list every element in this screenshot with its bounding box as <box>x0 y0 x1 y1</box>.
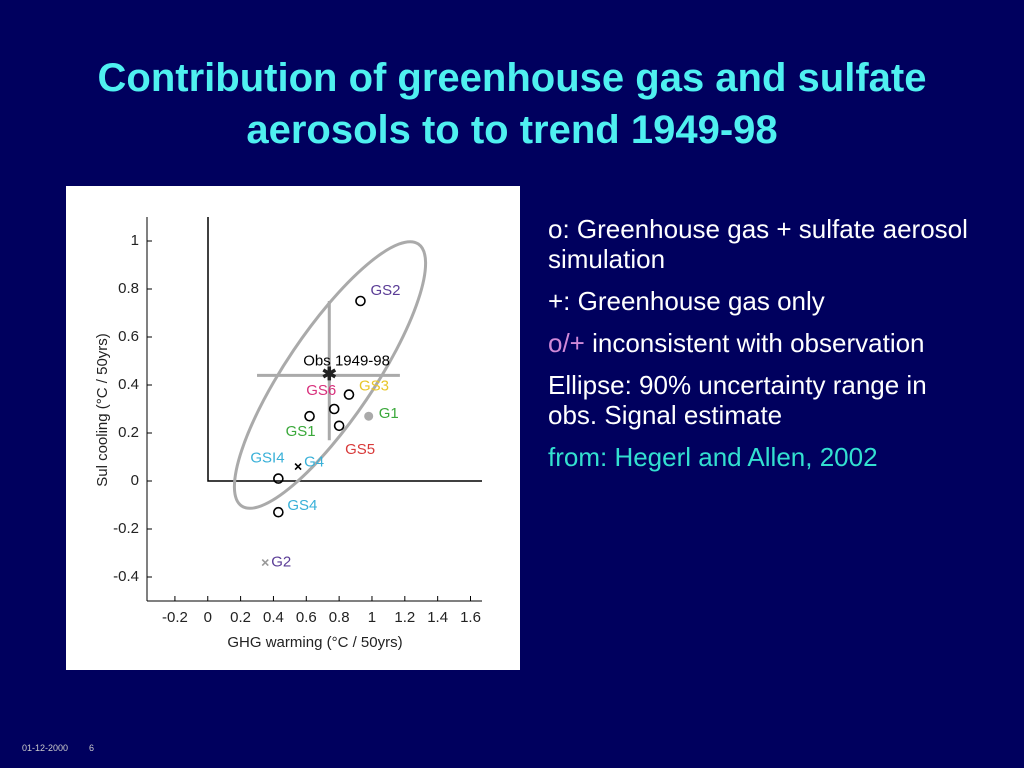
slide-title: Contribution of greenhouse gas and sulfa… <box>97 56 927 152</box>
point <box>273 506 284 518</box>
y-axis-title: Sul cooling (°C / 50yrs) <box>94 333 111 487</box>
point <box>355 295 366 307</box>
x-tick-label: 0.4 <box>263 609 284 626</box>
x-tick-label: 1 <box>368 609 376 626</box>
y-tick-label: 0.4 <box>118 376 139 393</box>
point <box>328 403 340 415</box>
point: ✱ <box>322 364 337 384</box>
point <box>364 411 374 421</box>
footer-date: 01-12-2000 <box>22 743 69 753</box>
y-tick-label: -0.2 <box>113 520 139 537</box>
point-label: G4 <box>304 454 324 471</box>
point <box>273 473 284 484</box>
point-label: G2 <box>271 554 291 571</box>
bullet: o/+ inconsistent with observation <box>548 328 968 358</box>
x-axis-title: GHG warming (°C / 50yrs) <box>227 634 402 651</box>
x-tick-label: 0.6 <box>296 609 317 626</box>
y-tick-label: 0.8 <box>118 280 139 297</box>
page-number: 6 <box>89 743 95 753</box>
point-label: G1 <box>379 405 399 422</box>
point <box>261 559 269 567</box>
point <box>333 420 345 432</box>
point-label: GS5 <box>345 441 375 458</box>
x-tick-label: 0 <box>204 609 212 626</box>
bullet: Ellipse: 90% uncertainty range in obs. S… <box>548 370 927 430</box>
point-label: GS4 <box>287 497 317 514</box>
bullet-list: o: Greenhouse gas + sulfate aerosol simu… <box>548 214 968 484</box>
y-tick-label: 1 <box>131 232 139 249</box>
x-tick-label: 0.2 <box>230 609 251 626</box>
point-label: GS1 <box>286 423 316 440</box>
y-tick-label: 0.6 <box>118 328 139 345</box>
x-tick-label: 1.2 <box>394 609 415 626</box>
x-tick-label: 0.8 <box>329 609 350 626</box>
point <box>294 463 302 471</box>
bullet: +: Greenhouse gas only <box>548 286 825 316</box>
y-tick-label: 0.2 <box>118 424 139 441</box>
source: from: Hegerl and Allen, 2002 <box>548 442 878 472</box>
point-label: Obs 1949-98 <box>303 352 390 369</box>
x-tick-label: 1.4 <box>427 609 448 626</box>
y-tick-label: 0 <box>131 472 139 489</box>
point-label: GS2 <box>370 282 400 299</box>
highlight: o/+ <box>548 328 585 358</box>
point-label: GSI4 <box>250 450 284 467</box>
point <box>343 389 355 400</box>
point-label: GS6 <box>306 382 336 399</box>
x-tick-label: -0.2 <box>162 609 188 626</box>
x-tick-label: 1.6 <box>460 609 481 626</box>
zero-frame <box>207 217 482 482</box>
point <box>304 410 315 422</box>
bullet-text: inconsistent with observation <box>592 328 925 358</box>
y-tick-label: -0.4 <box>113 568 139 585</box>
point-label: GS3 <box>359 378 389 395</box>
chart-background <box>66 186 520 670</box>
bullet: o: Greenhouse gas + sulfate aerosol simu… <box>548 214 968 274</box>
uncertainty-ellipse <box>232 240 428 510</box>
